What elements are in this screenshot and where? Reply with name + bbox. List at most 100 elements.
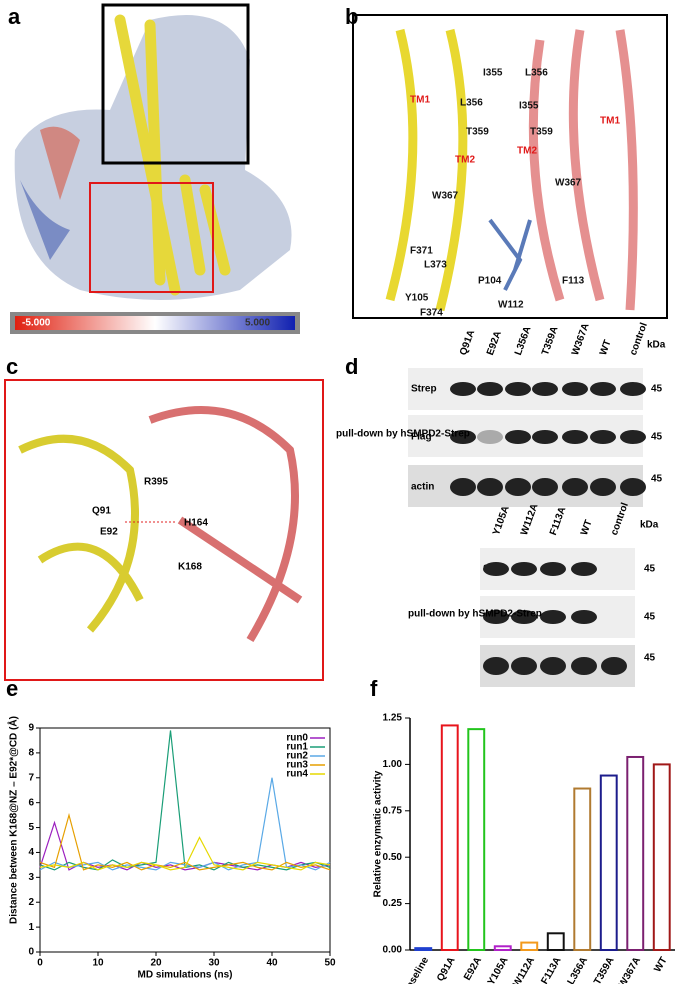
bar (626, 755, 645, 952)
lane-label: T359A (540, 325, 561, 357)
band (505, 430, 531, 444)
y-tick-label: 0.50 (383, 852, 403, 863)
band (483, 610, 509, 624)
band (450, 478, 476, 496)
panel-label: e (6, 676, 18, 701)
x-tick-label: 20 (150, 958, 162, 969)
y-tick-label: 1 (28, 922, 34, 933)
lane-label: E92A (485, 330, 504, 357)
ligand (488, 218, 532, 291)
line (39, 777, 331, 871)
residue-label: W367 (555, 178, 582, 189)
x-tick-label: 0 (37, 958, 43, 969)
panel-label: d (345, 354, 358, 379)
y-tick-label: 8 (28, 748, 34, 759)
y-tick-label: 7 (28, 772, 34, 783)
marker-label: 45 (651, 384, 663, 395)
panel-label: b (345, 4, 358, 29)
x-axis-label: MD simulations (ns) (137, 970, 232, 981)
unit-label: kDa (640, 520, 659, 531)
band (505, 478, 531, 496)
band (450, 430, 476, 444)
residue-label: W112 (498, 300, 524, 311)
colorbar-label: -5.000 (22, 318, 51, 329)
panel-label: f (370, 676, 378, 701)
line (39, 812, 331, 871)
legend-label: run0 (286, 733, 308, 744)
residue-label: TM2 (517, 146, 537, 157)
x-tick-label: T359A (592, 955, 617, 984)
x-tick-label: W367A (617, 955, 643, 984)
bar (573, 787, 592, 952)
x-tick-label: 10 (92, 958, 104, 969)
residue-label: Q91 (92, 506, 111, 517)
lane-label: WT (579, 519, 595, 537)
y-tick-label: 5 (28, 822, 34, 833)
row-label: Strep (411, 384, 437, 395)
residue-label: I355 (483, 68, 503, 79)
residue-label: R395 (144, 477, 168, 488)
x-tick-label: L356A (566, 955, 591, 984)
band (562, 478, 588, 496)
band (562, 382, 588, 396)
panel-a-art (10, 3, 300, 334)
y-tick-label: 6 (28, 797, 34, 808)
x-tick-label: WT (652, 955, 669, 974)
marker-label: 45 (644, 612, 656, 623)
band (590, 382, 616, 396)
panel-d-art (408, 368, 643, 687)
band (540, 610, 566, 624)
row-label: Flag (411, 432, 432, 443)
lane-label: W112A (519, 502, 541, 537)
ribbon (148, 406, 303, 643)
bar (546, 932, 565, 952)
marker-label: 45 (651, 474, 663, 485)
residue-label: L373 (424, 260, 447, 271)
marker-label: 45 (651, 432, 663, 443)
y-tick-label: 0.00 (383, 945, 403, 956)
band (620, 382, 646, 396)
legend-label: run1 (286, 742, 308, 753)
helix (385, 28, 468, 312)
lane-label: F113A (548, 505, 568, 536)
band (477, 478, 503, 496)
x-tick-label: 40 (266, 958, 278, 969)
legend-label: run2 (286, 751, 308, 762)
colorbar-label: 5.000 (245, 318, 270, 329)
x-tick-label: 50 (324, 958, 336, 969)
box (101, 3, 250, 165)
residue-label: K168 (178, 562, 202, 573)
y-tick-label: 1.00 (383, 759, 403, 770)
residue-label: TM1 (600, 116, 620, 127)
x-tick-label: Y105A (486, 955, 511, 984)
x-tick-label: Baseline (401, 955, 431, 984)
x-tick-label: 30 (208, 958, 220, 969)
y-tick-label: 0.75 (383, 805, 403, 816)
bar (414, 947, 433, 951)
legend-label: run4 (286, 769, 308, 780)
band (511, 657, 537, 675)
residue-label: L356 (460, 98, 483, 109)
marker-label: 45 (644, 653, 656, 664)
lane-label: W367A (570, 322, 592, 357)
residue-label: T359 (466, 127, 489, 138)
band (483, 562, 509, 576)
panel-b-art (352, 14, 668, 319)
bar (599, 774, 618, 952)
residue-label: F113 (562, 276, 585, 287)
helix (114, 14, 231, 296)
box (4, 379, 324, 681)
y-tick-label: 2 (28, 897, 34, 908)
band (620, 478, 646, 496)
residue-label: P104 (478, 276, 502, 287)
y-tick-label: 0.25 (383, 898, 403, 909)
band (532, 430, 558, 444)
band (590, 478, 616, 496)
box (89, 182, 214, 293)
x-tick-label: E92A (462, 955, 484, 982)
bar (493, 945, 512, 952)
residue-label: L356 (525, 68, 548, 79)
ribbon (18, 434, 144, 633)
unit-label: kDa (647, 340, 666, 351)
residue-label: F374 (420, 308, 443, 319)
